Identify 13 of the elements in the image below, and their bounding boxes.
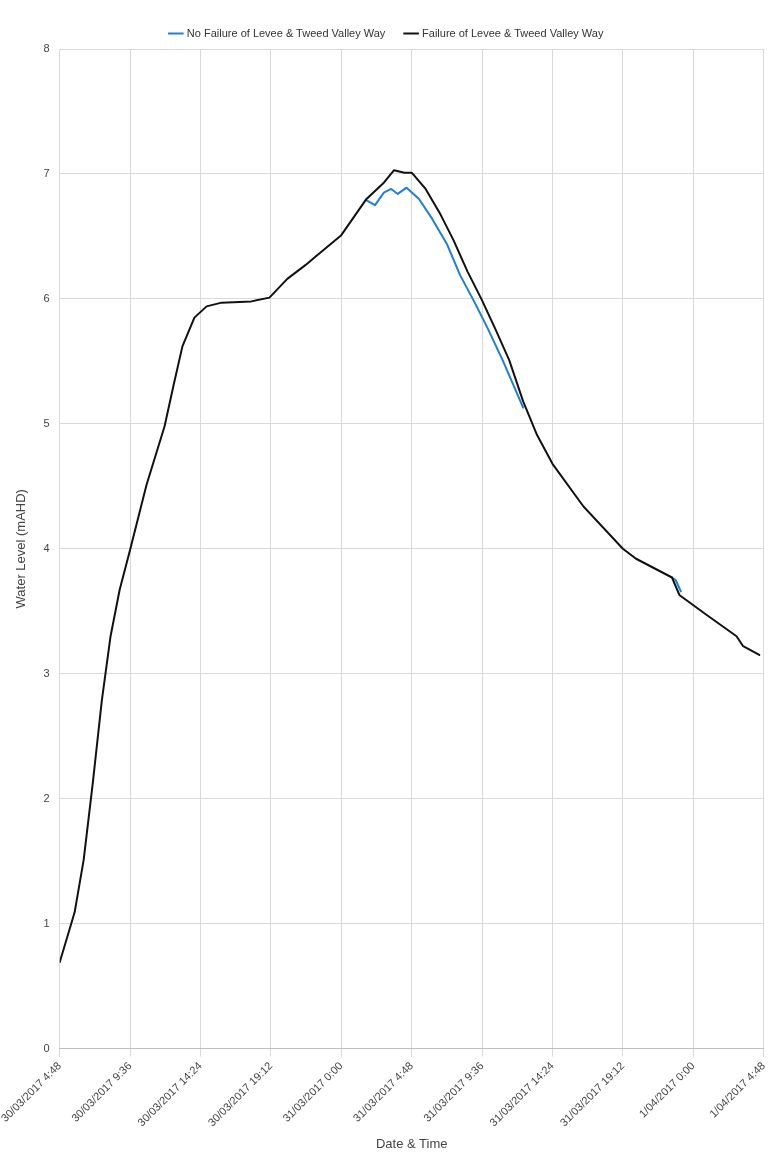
legend-label: No Failure of Levee & Tweed Valley Way [186,26,386,39]
y-tick-label: 2 [43,791,50,804]
y-tick-label: 5 [43,416,50,429]
y-tick-label: 3 [43,666,50,679]
y-tick-label: 4 [43,541,50,554]
y-tick-label: 7 [43,166,50,179]
legend-label: Failure of Levee & Tweed Valley Way [422,26,604,39]
y-tick-label: 6 [43,291,50,304]
y-tick-label: 1 [43,916,50,929]
y-tick-label: 0 [43,1041,50,1054]
x-axis-title: Date & Time [375,1135,448,1151]
y-tick-label: 8 [43,42,50,55]
y-axis-title: Water Level (mAHD) [13,489,29,609]
